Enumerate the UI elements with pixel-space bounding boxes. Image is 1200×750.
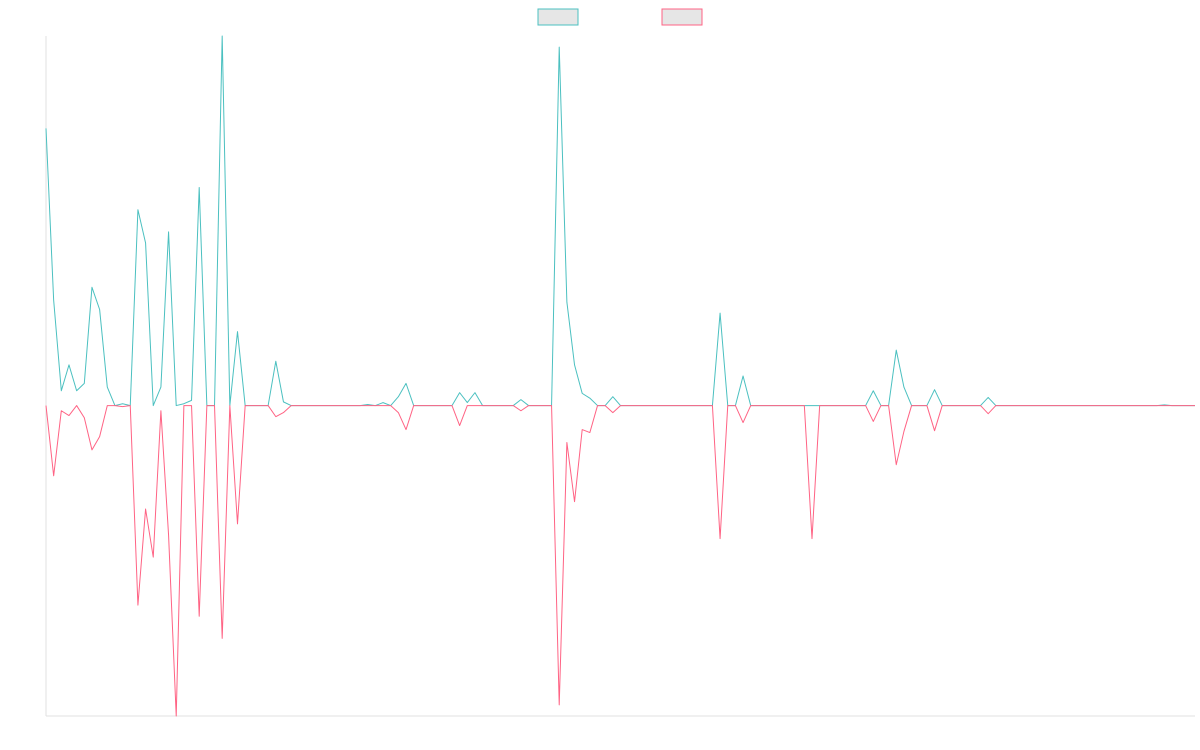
legend-swatch[interactable] bbox=[661, 8, 703, 26]
series-line bbox=[45, 35, 1195, 407]
legend-swatch[interactable] bbox=[537, 8, 579, 26]
series-line bbox=[45, 405, 1195, 717]
